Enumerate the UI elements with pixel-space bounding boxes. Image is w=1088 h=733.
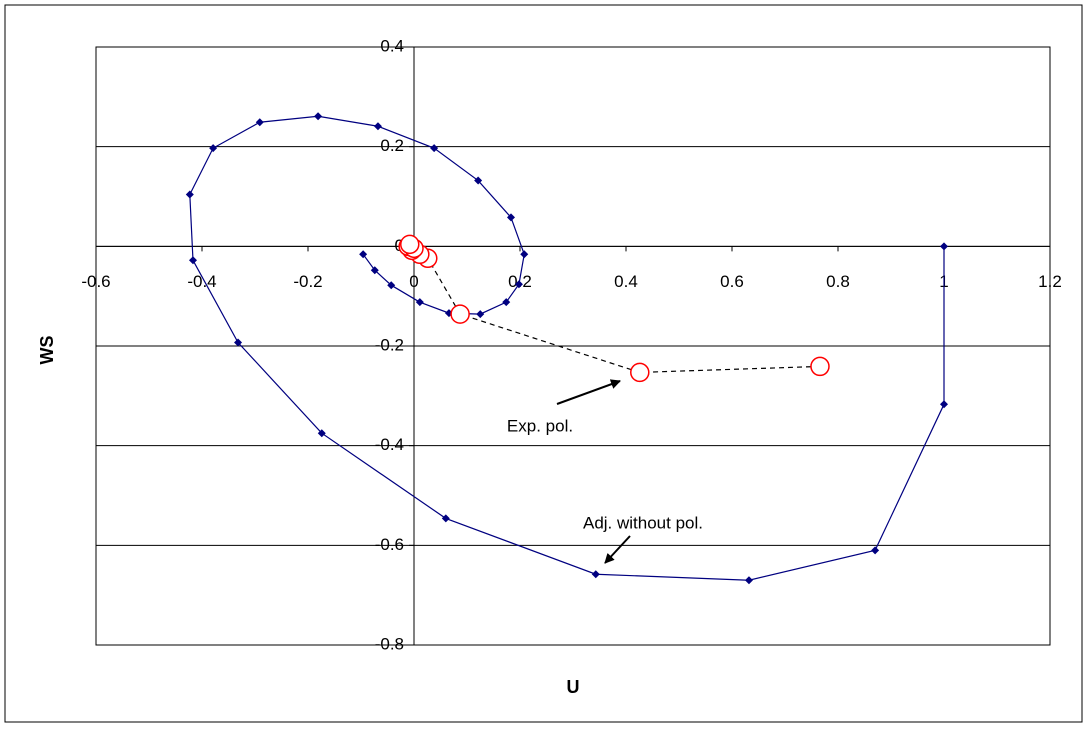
marker	[940, 242, 948, 251]
x-axis-title: U	[567, 677, 580, 697]
marker	[400, 234, 420, 255]
y-tick-label: -0.6	[375, 535, 404, 554]
x-tick-label: 0.8	[826, 272, 850, 291]
marker	[630, 362, 650, 383]
marker	[359, 250, 368, 259]
x-tick-label: 1.2	[1038, 272, 1062, 291]
y-tick-label: 0.4	[380, 36, 404, 55]
marker	[474, 176, 483, 185]
marker	[373, 122, 382, 131]
marker	[591, 570, 600, 579]
marker	[940, 400, 948, 409]
x-tick-label: 0.6	[720, 272, 744, 291]
y-axis-title: WS	[37, 336, 57, 365]
marker	[430, 144, 439, 153]
marker	[415, 298, 424, 307]
marker	[314, 112, 323, 121]
arrow	[604, 535, 631, 564]
x-tick-label: 0	[409, 272, 418, 291]
marker	[317, 429, 326, 438]
marker	[744, 576, 753, 585]
marker	[506, 213, 515, 222]
marker	[234, 338, 243, 347]
marker	[188, 256, 197, 265]
marker	[810, 356, 830, 377]
marker	[387, 281, 396, 290]
arrow	[556, 379, 621, 405]
annotation: Adj. without pol.	[583, 513, 703, 532]
marker	[370, 266, 379, 275]
x-tick-label: -0.2	[293, 272, 322, 291]
marker	[520, 250, 529, 259]
x-tick-label: -0.6	[81, 272, 110, 291]
y-tick-label: 0.2	[380, 136, 404, 155]
y-tick-label: -0.8	[375, 634, 404, 653]
marker	[871, 546, 880, 555]
marker	[441, 514, 450, 523]
y-tick-label: -0.4	[375, 435, 404, 454]
marker	[502, 298, 511, 307]
marker	[185, 190, 194, 199]
annotation: Exp. pol.	[507, 416, 573, 435]
y-tick-label: -0.2	[375, 335, 404, 354]
marker	[255, 118, 264, 127]
x-tick-label: -0.4	[187, 272, 216, 291]
marker	[450, 304, 470, 324]
x-tick-label: 0.4	[614, 272, 638, 291]
marker	[514, 280, 523, 289]
marker	[476, 310, 485, 319]
marker	[209, 144, 218, 153]
